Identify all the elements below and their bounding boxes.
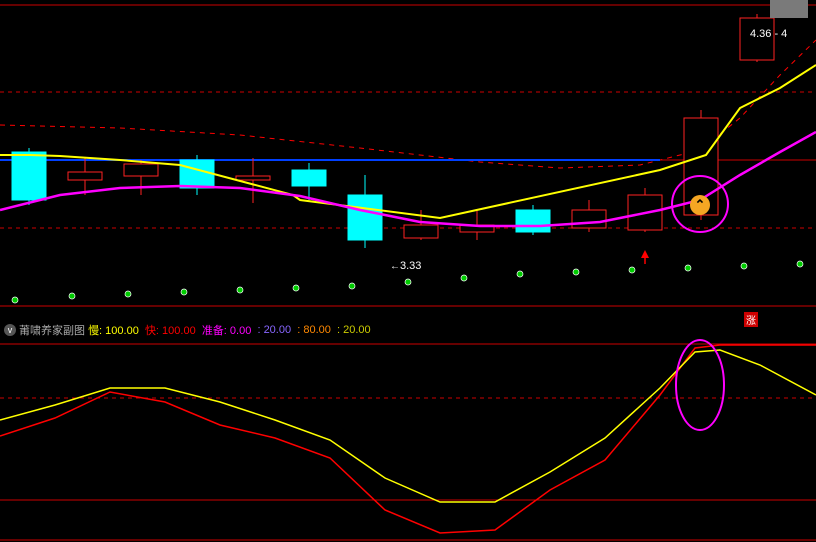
low-price-annotation: ←3.33	[390, 260, 421, 272]
legend-item: : 80.00	[297, 324, 337, 336]
legend-item: 准备: 0.00	[202, 322, 258, 338]
indicator-title: 莆啸养家副图	[19, 322, 88, 338]
legend-item: 慢: 100.00	[88, 322, 145, 338]
scrollbar-thumb[interactable]	[770, 0, 808, 18]
legend-item: : 20.00	[337, 324, 377, 336]
stock-chart: 4.36 - 4 ←3.33 ⌃ v莆啸养家副图 慢: 100.00 快: 10…	[0, 0, 816, 542]
buy-signal-marker: ⌃	[690, 195, 710, 215]
rise-badge: 涨	[744, 312, 758, 327]
legend-item: 快: 100.00	[145, 322, 202, 338]
legend-toggle-icon[interactable]: v	[4, 324, 16, 336]
price-range-label: 4.36 - 4	[750, 28, 787, 40]
sub-indicator-legend: v莆啸养家副图 慢: 100.00 快: 100.00 准备: 0.00 : 2…	[0, 322, 816, 338]
legend-item: : 20.00	[257, 324, 297, 336]
